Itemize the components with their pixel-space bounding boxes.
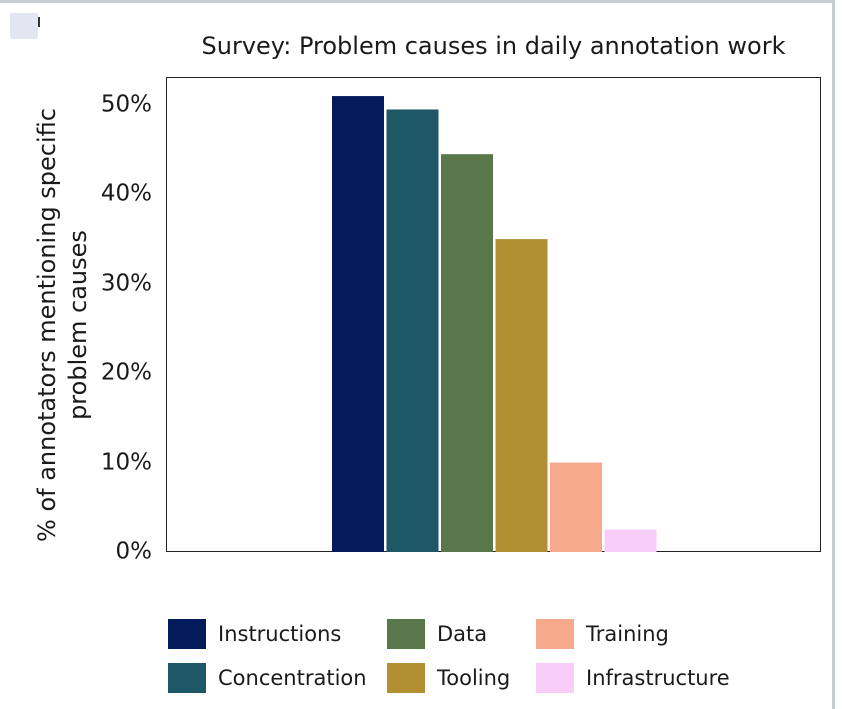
legend-item: Training xyxy=(536,617,669,651)
legend-swatch xyxy=(536,663,574,693)
bar-infrastructure xyxy=(604,529,657,552)
bar-tooling xyxy=(495,239,548,552)
y-tick-label: 0% xyxy=(115,538,153,565)
legend-swatch xyxy=(536,619,574,649)
bar-concentration xyxy=(386,109,439,552)
bar-training xyxy=(550,462,602,552)
legend-label: Infrastructure xyxy=(586,666,730,690)
legend-label: Data xyxy=(437,622,488,646)
legend-swatch xyxy=(387,619,425,649)
legend-label: Instructions xyxy=(218,622,342,646)
legend-item: Concentration xyxy=(168,661,367,695)
legend-item: Tooling xyxy=(387,661,510,695)
legend-label: Training xyxy=(586,622,669,646)
legend-item: Infrastructure xyxy=(536,661,730,695)
legend-swatch xyxy=(387,663,425,693)
legend-swatch xyxy=(168,619,206,649)
legend-item: Instructions xyxy=(168,617,341,651)
legend-swatch xyxy=(168,663,206,693)
legend-label: Tooling xyxy=(437,666,511,690)
y-tick-label: 30% xyxy=(100,270,152,297)
y-tick-label: 20% xyxy=(100,359,152,386)
chart-title: Survey: Problem causes in daily annotati… xyxy=(201,32,786,60)
bar-data xyxy=(441,154,493,553)
plot-area xyxy=(166,77,821,552)
legend: Instructions Concentration Data Tooling Trai… xyxy=(168,617,828,702)
bar-instructions xyxy=(332,96,384,552)
legend-item: Data xyxy=(387,617,487,651)
legend-label: Concentration xyxy=(218,666,367,690)
y-tick-label: 50% xyxy=(100,91,152,118)
y-tick-label: 10% xyxy=(100,449,152,476)
y-tick-label: 40% xyxy=(100,180,152,207)
window-control[interactable] xyxy=(10,13,40,39)
